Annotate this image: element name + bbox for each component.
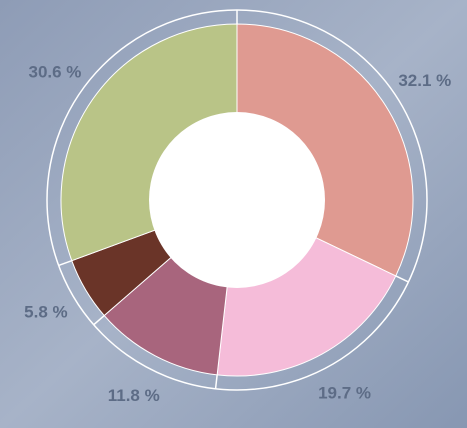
data-label: 5.8 % (24, 302, 67, 321)
separator (214, 374, 218, 389)
data-label: 19.7 % (318, 384, 371, 403)
separator (93, 314, 105, 326)
donut-hole (149, 112, 325, 288)
separator (58, 259, 73, 267)
data-label: 32.1 % (398, 71, 451, 90)
data-label: 11.8 % (108, 386, 160, 405)
separator (395, 275, 409, 283)
data-label: 30.6 % (29, 62, 82, 81)
